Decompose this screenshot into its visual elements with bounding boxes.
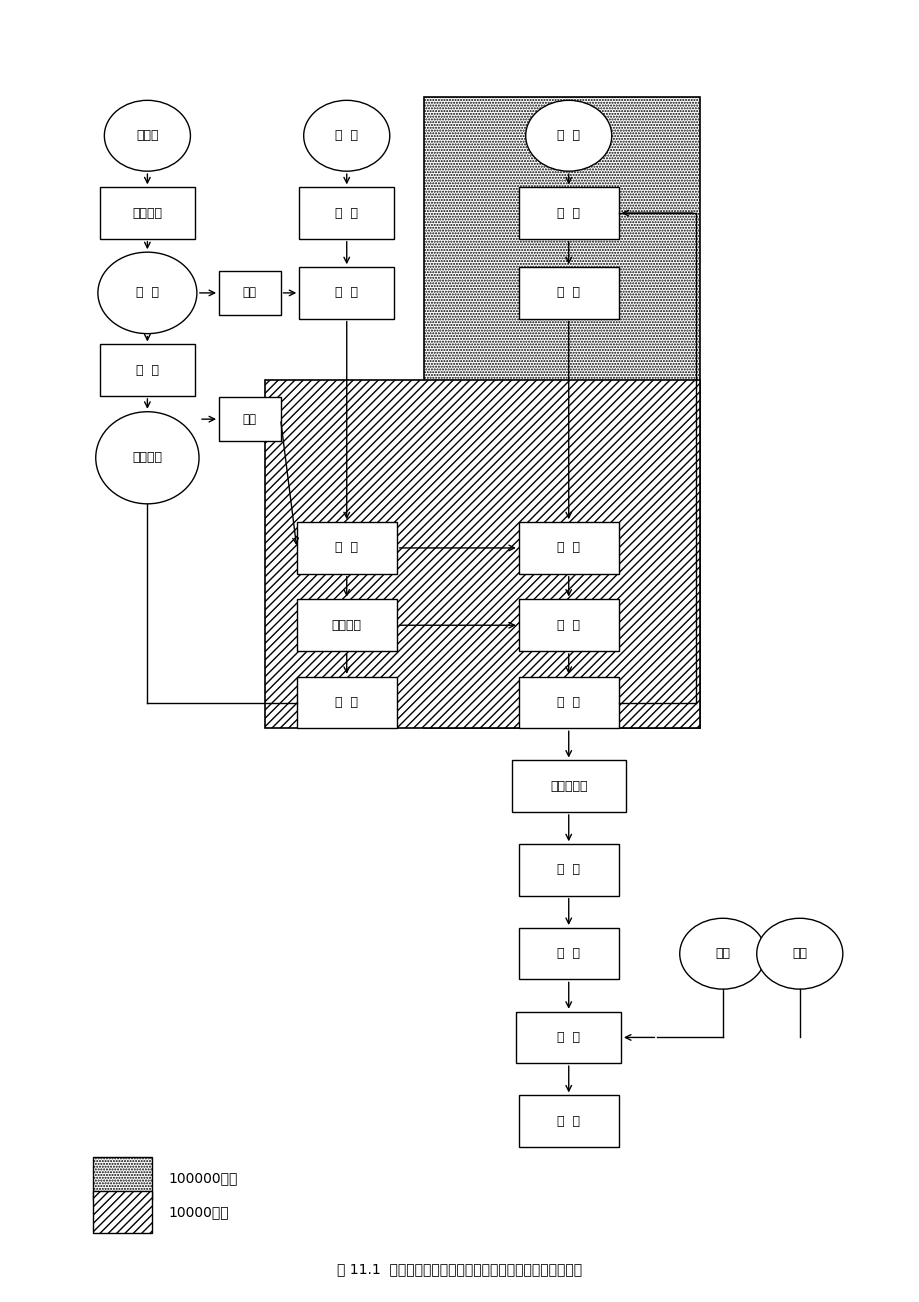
Text: 100000级区: 100000级区 xyxy=(168,1172,237,1186)
Text: 过滤: 过滤 xyxy=(243,286,256,299)
Text: 纸盒: 纸盒 xyxy=(714,948,730,960)
Text: 注射用水: 注射用水 xyxy=(132,452,163,465)
Bar xyxy=(518,928,618,979)
Bar xyxy=(518,844,618,896)
Ellipse shape xyxy=(756,918,842,990)
Text: 饮用水: 饮用水 xyxy=(136,129,158,142)
Bar xyxy=(299,187,394,238)
Ellipse shape xyxy=(104,100,190,171)
Text: 配  制: 配 制 xyxy=(557,207,580,220)
Bar xyxy=(424,98,699,728)
Text: 干燥灭菌: 干燥灭菌 xyxy=(332,618,361,631)
Bar xyxy=(511,760,625,812)
Ellipse shape xyxy=(303,100,390,171)
Text: 精  洗: 精 洗 xyxy=(335,542,357,555)
Bar xyxy=(219,397,280,441)
Bar xyxy=(297,599,396,651)
Text: 过滤: 过滤 xyxy=(243,413,256,426)
Text: 包  装: 包 装 xyxy=(557,1031,580,1044)
Bar xyxy=(219,271,280,315)
Bar xyxy=(297,677,396,728)
Text: 纯  水: 纯 水 xyxy=(136,286,159,299)
Text: 精  滤: 精 滤 xyxy=(557,542,580,555)
Bar xyxy=(518,267,618,319)
Text: 灯  检: 灯 检 xyxy=(557,863,580,876)
Text: 安  瓿: 安 瓿 xyxy=(335,129,357,142)
Text: 纸箱: 纸箱 xyxy=(791,948,806,960)
Bar xyxy=(93,1157,152,1199)
Bar xyxy=(518,677,618,728)
Text: 割  园: 割 园 xyxy=(335,207,357,220)
Bar xyxy=(518,187,618,238)
Text: 离子交换: 离子交换 xyxy=(132,207,163,220)
Bar xyxy=(518,1095,618,1147)
Bar xyxy=(93,1191,152,1233)
Text: 10000级区: 10000级区 xyxy=(168,1204,229,1219)
Text: 蒸  馏: 蒸 馏 xyxy=(136,363,159,376)
Text: 冷  却: 冷 却 xyxy=(335,697,357,710)
Text: 封  口: 封 口 xyxy=(557,697,580,710)
Ellipse shape xyxy=(525,100,611,171)
Text: 灭菌、检漏: 灭菌、检漏 xyxy=(550,780,587,793)
Ellipse shape xyxy=(97,253,197,333)
Bar xyxy=(100,187,195,238)
Bar xyxy=(100,345,195,396)
Text: 粗  洗: 粗 洗 xyxy=(335,286,357,299)
Ellipse shape xyxy=(96,411,199,504)
Text: 灌  装: 灌 装 xyxy=(557,618,580,631)
Bar xyxy=(518,599,618,651)
Bar xyxy=(297,522,396,574)
Text: 原  料: 原 料 xyxy=(557,129,580,142)
Text: 粗  滤: 粗 滤 xyxy=(557,286,580,299)
Text: 图 11.1  可灭菌小容量注射剂工艺流程示意图及环境区域划分: 图 11.1 可灭菌小容量注射剂工艺流程示意图及环境区域划分 xyxy=(337,1263,582,1276)
Bar xyxy=(518,522,618,574)
Bar xyxy=(299,267,394,319)
Bar xyxy=(516,1012,620,1064)
Ellipse shape xyxy=(679,918,765,990)
Bar xyxy=(265,380,699,728)
Text: 入  库: 入 库 xyxy=(557,1115,580,1128)
Text: 印  字: 印 字 xyxy=(557,948,580,960)
